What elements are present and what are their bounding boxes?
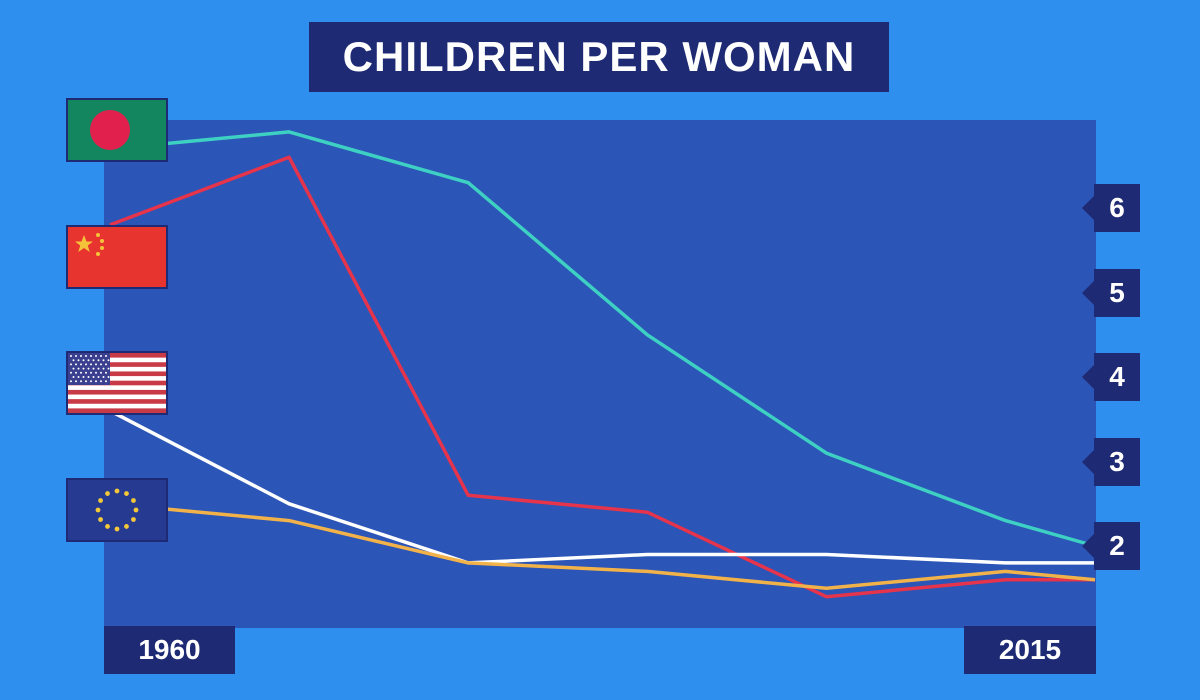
y-tick-label: 3 — [1082, 437, 1140, 486]
series-line-2 — [109, 409, 1095, 565]
bangladesh-flag-icon — [66, 98, 168, 162]
series-line-3 — [109, 502, 1096, 591]
chart-title: CHILDREN PER WOMAN — [309, 22, 889, 92]
series-line-0 — [109, 130, 1096, 548]
x-end-label: 2015 — [964, 626, 1096, 674]
usa-flag-icon — [66, 351, 168, 415]
x-start-label: 1960 — [104, 626, 235, 674]
y-tick-label: 2 — [1082, 522, 1140, 570]
series-line-1 — [109, 155, 1095, 599]
eu-flag-icon — [66, 478, 168, 542]
plot-area — [104, 120, 1096, 628]
china-flag-icon — [66, 225, 168, 289]
y-tick-label: 4 — [1082, 353, 1140, 401]
y-tick-label: 5 — [1082, 268, 1140, 317]
y-tick-label: 6 — [1082, 184, 1140, 232]
